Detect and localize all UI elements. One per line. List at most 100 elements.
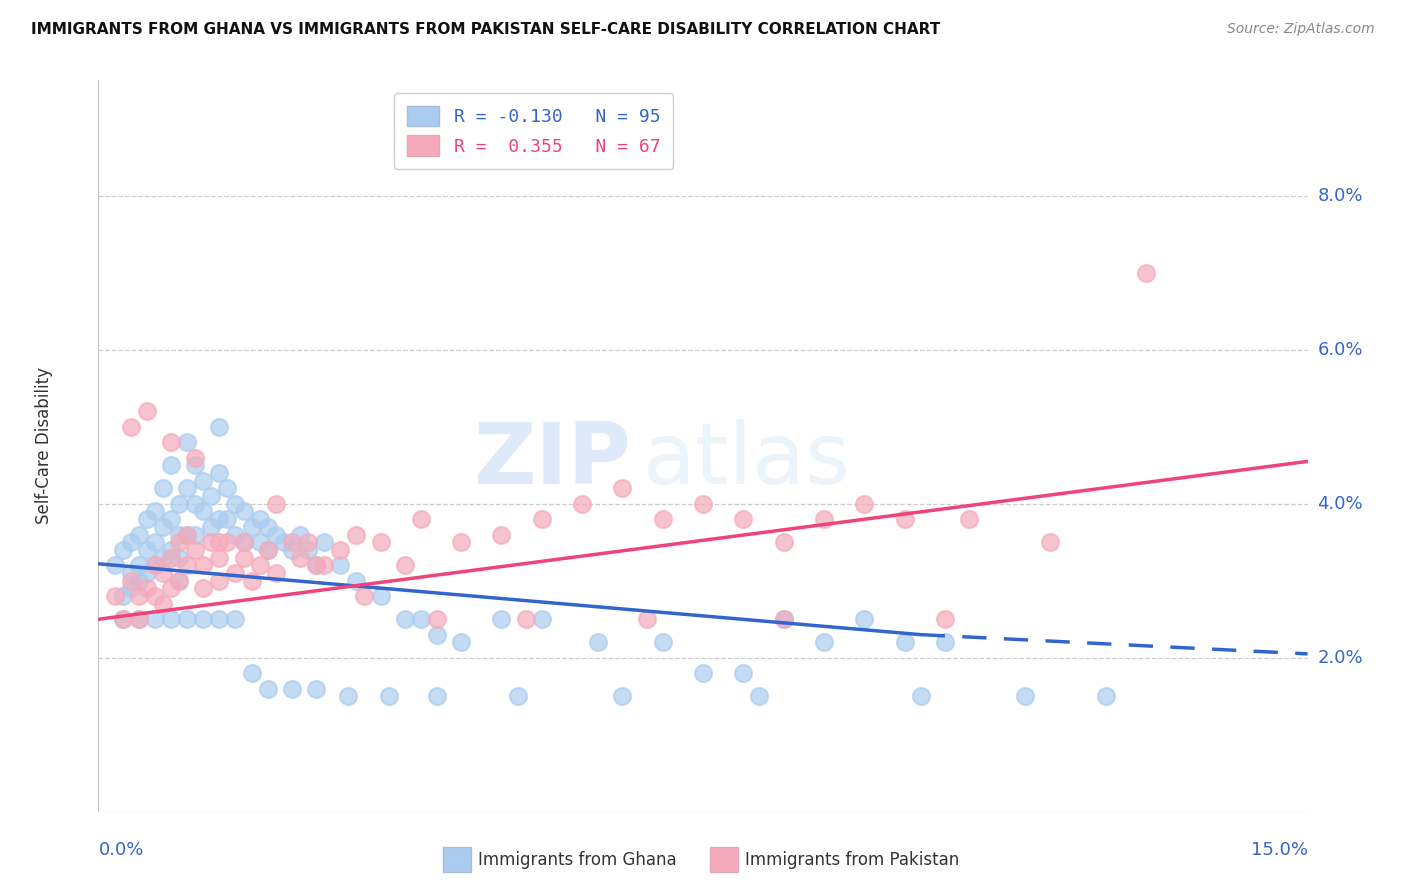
Point [128, 612, 150, 626]
Point [111, 612, 134, 626]
Point [128, 527, 150, 541]
Point [612, 481, 634, 495]
Point [208, 512, 231, 526]
Point [314, 558, 336, 573]
Text: 8.0%: 8.0% [1317, 186, 1362, 205]
Text: 0.0%: 0.0% [98, 841, 143, 859]
Point [240, 666, 263, 681]
Point [120, 566, 142, 580]
Point [748, 690, 770, 704]
Point [224, 497, 246, 511]
Point [184, 543, 207, 558]
Point [288, 527, 311, 541]
Point [152, 566, 174, 580]
Point [143, 535, 166, 549]
Point [208, 535, 231, 549]
Text: Immigrants from Ghana: Immigrants from Ghana [478, 851, 676, 869]
Point [344, 574, 367, 588]
Point [143, 504, 166, 518]
Point [515, 612, 537, 626]
Text: Self-Care Disability: Self-Care Disability [35, 368, 53, 524]
Point [152, 550, 174, 565]
Point [103, 558, 125, 573]
Text: 15.0%: 15.0% [1250, 841, 1308, 859]
Point [297, 543, 319, 558]
Point [934, 635, 956, 649]
Point [120, 574, 142, 588]
Point [160, 550, 183, 565]
Point [281, 535, 304, 549]
Point [200, 535, 222, 549]
Point [193, 504, 215, 518]
Point [160, 543, 183, 558]
Point [184, 458, 207, 473]
Point [370, 589, 392, 603]
Point [224, 566, 246, 580]
Point [208, 574, 231, 588]
Point [586, 635, 609, 649]
Point [426, 690, 449, 704]
Point [240, 520, 263, 534]
Point [281, 543, 304, 558]
Point [377, 690, 399, 704]
Point [176, 435, 198, 450]
Point [176, 612, 198, 626]
Point [128, 589, 150, 603]
Point [256, 543, 278, 558]
Point [491, 612, 513, 626]
Point [176, 481, 198, 495]
Point [409, 512, 432, 526]
Point [612, 690, 634, 704]
Point [853, 612, 876, 626]
Text: Immigrants from Pakistan: Immigrants from Pakistan [745, 851, 959, 869]
Point [394, 612, 416, 626]
Point [167, 535, 190, 549]
Point [152, 520, 174, 534]
Point [111, 543, 134, 558]
Point [208, 550, 231, 565]
Point [692, 497, 714, 511]
Point [506, 690, 529, 704]
Point [128, 574, 150, 588]
Point [135, 404, 157, 418]
Point [893, 635, 915, 649]
Point [160, 435, 183, 450]
Point [772, 612, 794, 626]
Point [208, 419, 231, 434]
Point [120, 419, 142, 434]
Point [450, 635, 472, 649]
Point [111, 589, 134, 603]
Point [176, 558, 198, 573]
Point [813, 512, 835, 526]
Point [530, 612, 553, 626]
Point [636, 612, 658, 626]
Point [167, 574, 190, 588]
Point [329, 543, 352, 558]
Point [120, 582, 142, 596]
Point [957, 512, 980, 526]
Point [135, 566, 157, 580]
Point [232, 535, 254, 549]
Point [651, 635, 673, 649]
Point [167, 550, 190, 565]
Point [160, 612, 183, 626]
Point [167, 497, 190, 511]
Point [224, 612, 246, 626]
Text: Source: ZipAtlas.com: Source: ZipAtlas.com [1227, 22, 1375, 37]
Point [120, 535, 142, 549]
Point [167, 574, 190, 588]
Point [143, 558, 166, 573]
Point [256, 543, 278, 558]
Point [176, 527, 198, 541]
Point [160, 458, 183, 473]
Point [240, 574, 263, 588]
Point [143, 558, 166, 573]
Point [337, 690, 360, 704]
Point [193, 582, 215, 596]
Point [152, 481, 174, 495]
Point [193, 558, 215, 573]
Point [208, 466, 231, 480]
Point [152, 597, 174, 611]
Point [530, 512, 553, 526]
Point [200, 489, 222, 503]
